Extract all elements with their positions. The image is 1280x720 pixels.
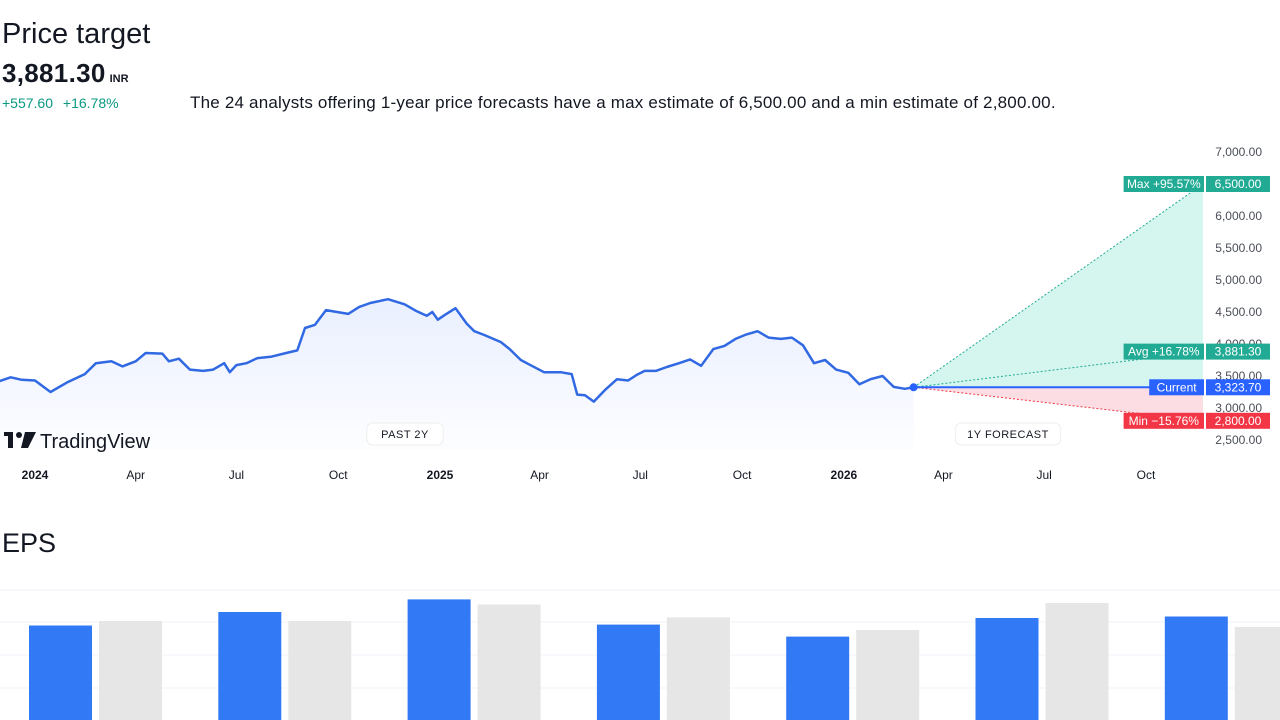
badge-max-value-bg bbox=[1206, 176, 1270, 192]
badge-max-label-bg bbox=[1123, 176, 1204, 192]
eps-bar-actual bbox=[407, 599, 471, 720]
x-tick-label: Apr bbox=[934, 468, 953, 482]
x-tick-label: 2025 bbox=[427, 468, 454, 482]
change-percent: +16.78% bbox=[62, 95, 119, 111]
x-tick-label: 2026 bbox=[831, 468, 858, 482]
price-target-chart: 7,000.00 6,000.00 5,500.00 5,000.00 4,500.00… bbox=[0, 145, 1270, 482]
currency-label: INR bbox=[109, 73, 129, 85]
eps-bar-estimate bbox=[99, 621, 162, 720]
x-tick-label: Oct bbox=[329, 468, 348, 482]
badge-current-value-bg bbox=[1206, 379, 1270, 396]
badge-current-label-bg bbox=[1149, 379, 1204, 396]
badge-min-label: Min −15.76% bbox=[1129, 414, 1200, 428]
badge-min-label-bg bbox=[1123, 412, 1204, 429]
eps-bar-actual bbox=[1164, 616, 1228, 720]
forecast-downside-area bbox=[913, 387, 1203, 421]
y-tick-label: 3,000.00 bbox=[1215, 401, 1262, 415]
eps-bar-estimate bbox=[666, 617, 730, 720]
forecast-avg-line bbox=[913, 351, 1204, 388]
badge-min-value-bg bbox=[1206, 412, 1270, 429]
x-tick-label: Oct bbox=[733, 468, 752, 482]
forecast-max-line bbox=[913, 183, 1204, 388]
x-tick-label: Oct bbox=[1137, 468, 1156, 482]
badge-current-label: Current bbox=[1157, 380, 1198, 394]
history-line bbox=[0, 297, 914, 403]
past-period-label: PAST 2Y bbox=[381, 429, 429, 441]
price-target-value: 3,881.30 bbox=[2, 58, 106, 88]
price-target-row: 3,881.30 INR bbox=[2, 58, 129, 89]
history-area bbox=[0, 299, 914, 450]
badge-min-value: 2,800.00 bbox=[1215, 414, 1262, 428]
badge-avg-label: Avg +16.78% bbox=[1128, 345, 1200, 359]
eps-bar-actual bbox=[218, 612, 282, 720]
eps-bar-actual bbox=[596, 624, 660, 720]
x-axis: 2024 Apr Jul Oct 2025 Apr Jul Oct 2026 Apr Jul Oct bbox=[22, 468, 1156, 482]
x-tick-label: Apr bbox=[126, 468, 145, 482]
forecast-badges: Max +95.57% 6,500.00 Avg +16.78% 3,881.30 Cu… bbox=[1123, 176, 1270, 429]
eps-bar-estimate bbox=[856, 630, 920, 720]
eps-bar-estimate bbox=[1045, 603, 1109, 720]
forecast-period-label: 1Y FORECAST bbox=[967, 429, 1049, 441]
y-tick-label: 2,500.00 bbox=[1215, 433, 1262, 447]
eps-bar-estimate bbox=[288, 621, 352, 720]
y-tick-label: 6,000.00 bbox=[1215, 209, 1262, 223]
x-tick-label: Jul bbox=[633, 468, 648, 482]
x-tick-label: Jul bbox=[229, 468, 244, 482]
eps-bar-actual bbox=[786, 636, 850, 720]
y-tick-label: 7,000.00 bbox=[1215, 145, 1262, 159]
tradingview-logo-icon bbox=[4, 432, 36, 448]
price-change: +557.60 +16.78% bbox=[2, 95, 119, 111]
badge-max-label: Max +95.57% bbox=[1127, 177, 1201, 191]
badge-avg-label-bg bbox=[1123, 343, 1204, 360]
period-labels: PAST 2Y 1Y FORECAST bbox=[366, 422, 1062, 446]
eps-bar-actual bbox=[975, 618, 1039, 720]
change-absolute: +557.60 bbox=[2, 95, 53, 111]
y-axis: 7,000.00 6,000.00 5,500.00 5,000.00 4,500.00… bbox=[1215, 145, 1262, 447]
forecast-min-line bbox=[913, 386, 1204, 422]
x-tick-label: 2024 bbox=[22, 468, 49, 482]
history-region bbox=[0, 297, 918, 450]
y-tick-label: 4,500.00 bbox=[1215, 305, 1262, 319]
badge-avg-value: 3,881.30 bbox=[1215, 345, 1262, 359]
y-tick-label: 5,500.00 bbox=[1215, 241, 1262, 255]
past-period-label-box bbox=[366, 422, 444, 446]
x-tick-label: Jul bbox=[1037, 468, 1052, 482]
eps-bar-estimate bbox=[1234, 627, 1280, 720]
x-tick-label: Apr bbox=[530, 468, 549, 482]
tradingview-logo-text: TradingView bbox=[40, 431, 151, 453]
eps-bar-estimate bbox=[477, 604, 541, 720]
analyst-summary: The 24 analysts offering 1-year price fo… bbox=[190, 93, 1056, 112]
eps-bar-actual bbox=[29, 625, 92, 720]
eps-title: EPS bbox=[2, 528, 57, 558]
badge-avg-value-bg bbox=[1206, 343, 1270, 360]
badge-max-value: 6,500.00 bbox=[1215, 177, 1262, 191]
forecast-period-label-box bbox=[954, 422, 1062, 446]
page-title: Price target bbox=[2, 18, 151, 50]
y-tick-label: 5,000.00 bbox=[1215, 273, 1262, 287]
badge-current-value: 3,323.70 bbox=[1215, 380, 1262, 394]
current-point bbox=[909, 383, 918, 392]
